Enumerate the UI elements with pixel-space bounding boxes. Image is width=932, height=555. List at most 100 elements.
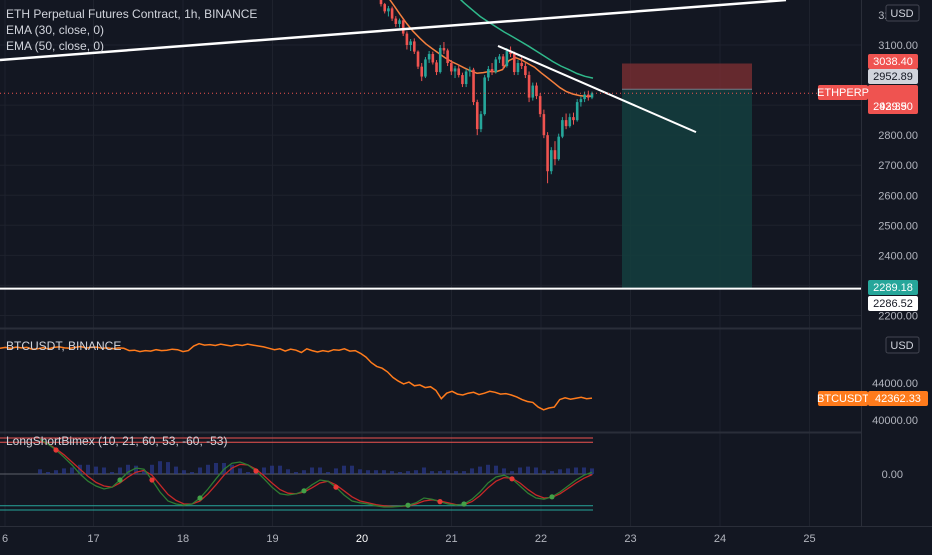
oscillator-histogram-bar: [366, 470, 370, 474]
oscillator-histogram-bar: [278, 465, 282, 474]
candle: [542, 114, 546, 136]
oscillator-histogram-bar: [286, 469, 290, 474]
time-axis-tick[interactable]: 22: [535, 533, 547, 545]
time-axis-tick[interactable]: 20: [356, 533, 368, 545]
candle: [405, 33, 409, 45]
candle: [468, 69, 472, 72]
time-axis-tick[interactable]: 6: [2, 533, 8, 545]
risk-zone[interactable]: [622, 63, 752, 90]
oscillator-histogram-bar: [422, 467, 426, 474]
price-axis-tick[interactable]: 2500.00: [878, 220, 918, 232]
time-axis-tick[interactable]: 19: [266, 533, 278, 545]
candle: [549, 150, 553, 172]
btc-axis-tick[interactable]: 40000.00: [872, 415, 918, 427]
legend-ema50[interactable]: EMA (50, close, 0): [6, 39, 105, 53]
legend-title[interactable]: ETH Perpetual Futures Contract, 1h, BINA…: [6, 7, 258, 21]
candle: [575, 102, 579, 121]
time-axis-tick[interactable]: 24: [714, 533, 726, 545]
oscillator-histogram-bar: [190, 472, 194, 474]
btc-axis-tick[interactable]: 44000.00: [872, 378, 918, 390]
oscillator-histogram-bar: [486, 464, 490, 474]
candle: [420, 66, 424, 77]
candle: [572, 117, 575, 121]
candle: [401, 20, 405, 34]
price-axis-tick[interactable]: 2800.00: [878, 130, 918, 142]
candle: [568, 117, 572, 127]
oscillator-cross-dot: [117, 477, 123, 483]
reward-zone[interactable]: [622, 89, 752, 289]
oscillator-histogram-bar: [582, 467, 586, 474]
btc-symbol-tag: BTCUSDT: [817, 393, 869, 405]
oscillator-histogram-bar: [110, 472, 114, 474]
currency-label[interactable]: USD: [890, 8, 913, 20]
btc-currency-box[interactable]: [885, 336, 920, 354]
ema-50-layer: [459, 0, 594, 79]
candle: [438, 48, 442, 73]
oscillator-cross-dot: [301, 488, 307, 494]
candle: [431, 54, 435, 63]
legend-oscillator[interactable]: LongShortBimex (10, 21, 60, 53, -60, -53…: [6, 434, 228, 448]
oscillator-histogram-bar: [446, 470, 450, 474]
candle: [398, 20, 401, 24]
time-axis-tick[interactable]: 23: [624, 533, 636, 545]
oscillator-histogram-bar: [550, 471, 554, 474]
candle: [524, 66, 527, 76]
price-axis-tick[interactable]: 3100.00: [878, 40, 918, 52]
oscillator-cross-dot: [333, 484, 339, 490]
oscillator-histogram-bar: [54, 470, 58, 474]
target-price-tag-bg: [868, 280, 918, 295]
oscillator-histogram-bar: [86, 464, 90, 474]
candle: [579, 99, 583, 103]
oscillator-cross-dot: [253, 468, 259, 474]
descending-trendline[interactable]: [497, 44, 697, 134]
candlestick-series: [379, 0, 594, 184]
oscillator-histogram-bar: [494, 465, 498, 474]
price-axis-tick[interactable]: 2600.00: [878, 190, 918, 202]
candle: [538, 96, 542, 115]
oscillator-histogram-bar: [374, 470, 378, 474]
candle: [379, 0, 383, 5]
btc-line-layer: [0, 342, 593, 411]
candle: [453, 68, 457, 72]
bar-countdown: 42:39: [879, 101, 907, 113]
price-axis-tick[interactable]: 2200.00: [878, 310, 918, 322]
candle: [557, 136, 560, 160]
oscillator-axis-tick[interactable]: 0.00: [882, 469, 903, 481]
oscillator-histogram-bar: [326, 472, 330, 474]
trend-lines[interactable]: [0, 0, 861, 290]
currency-box[interactable]: [885, 4, 920, 22]
oscillator-histogram-bar: [518, 467, 522, 474]
legend-ema30[interactable]: EMA (30, close, 0): [6, 23, 105, 37]
oscillator-histogram-bar: [118, 467, 122, 474]
time-axis-tick[interactable]: 18: [177, 533, 189, 545]
candle: [464, 71, 468, 85]
ema-30-layer: [389, 0, 593, 98]
candle: [394, 18, 398, 24]
stop-price-tag-bg: [868, 54, 918, 69]
btc-currency-label[interactable]: USD: [890, 340, 913, 352]
oscillator-cross-dot: [53, 447, 59, 453]
time-axis[interactable]: 6 17 18 19 20 21 22 23 24 25: [2, 533, 816, 545]
long-short-position-tool[interactable]: [622, 63, 752, 289]
candle: [494, 59, 498, 73]
time-axis-tick[interactable]: 17: [87, 533, 99, 545]
candle: [509, 51, 512, 55]
oscillator-cross-dot: [437, 499, 443, 505]
candle: [590, 93, 594, 98]
ascending-trendline[interactable]: [0, 0, 787, 62]
oscillator-cross-dot: [461, 501, 467, 507]
oscillator-cross-dot: [509, 476, 515, 482]
price-axis-tick[interactable]: 2700.00: [878, 160, 918, 172]
oscillator-histogram-bar: [270, 465, 274, 474]
time-axis-tick[interactable]: 25: [803, 533, 815, 545]
candle: [457, 68, 461, 76]
candle: [427, 54, 431, 60]
legend-btc[interactable]: BTCUSDT, BINANCE: [6, 339, 122, 353]
price-axis-tick[interactable]: 2400.00: [878, 250, 918, 262]
oscillator-cross-dot: [149, 477, 155, 483]
time-axis-tick[interactable]: 21: [445, 533, 457, 545]
oscillator-histogram-bar: [158, 461, 162, 474]
